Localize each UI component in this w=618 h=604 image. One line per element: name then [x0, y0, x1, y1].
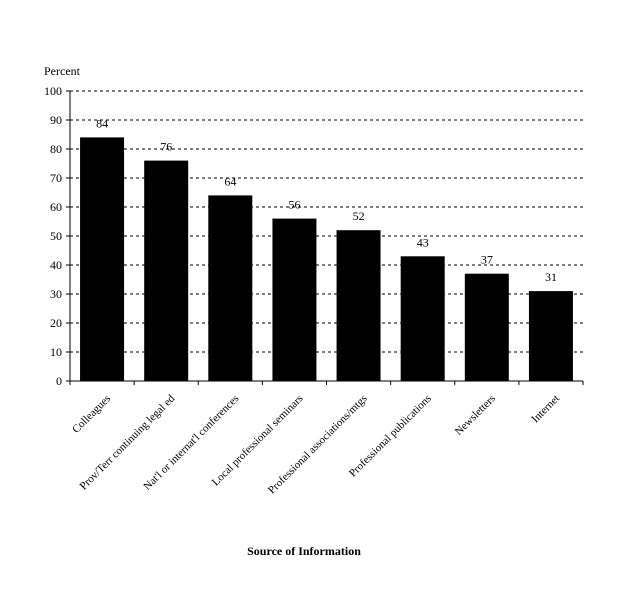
y-tick-label: 60: [50, 200, 62, 214]
data-label: 76: [160, 140, 172, 154]
bar: [528, 291, 573, 381]
bar: [400, 256, 445, 381]
data-labels: 84 76 64 56 52 43 37 31: [96, 116, 557, 284]
y-tick-label: 40: [50, 258, 62, 272]
data-label: 31: [545, 270, 557, 284]
y-tick-label: 100: [44, 84, 62, 98]
x-axis-title: Source of Information: [247, 544, 361, 558]
bar: [272, 218, 317, 381]
bars: [80, 137, 573, 381]
bar: [336, 230, 381, 381]
data-label: 84: [96, 116, 108, 130]
data-label: 64: [224, 174, 236, 188]
axes: [66, 90, 584, 385]
y-tick-labels: 0 10 20 30 40 50 60 70 80 90 100: [44, 84, 62, 388]
y-tick-label: 90: [50, 113, 62, 127]
bar: [208, 195, 253, 381]
y-tick-label: 50: [50, 229, 62, 243]
data-label: 37: [481, 253, 493, 267]
data-label: 56: [288, 198, 300, 212]
data-label: 43: [417, 235, 429, 249]
y-tick-label: 0: [56, 374, 62, 388]
category-label: Internet: [529, 393, 562, 426]
y-tick-label: 30: [50, 287, 62, 301]
bar: [80, 137, 125, 381]
data-label: 52: [353, 209, 365, 223]
y-tick-label: 70: [50, 171, 62, 185]
y-tick-label: 80: [50, 142, 62, 156]
category-label: Newsletters: [453, 393, 498, 438]
y-tick-label: 20: [50, 316, 62, 330]
y-tick-label: 10: [50, 345, 62, 359]
bar: [144, 160, 189, 381]
bar: [464, 273, 509, 381]
category-label: Colleagues: [70, 393, 113, 436]
y-axis-title: Percent: [44, 64, 81, 78]
